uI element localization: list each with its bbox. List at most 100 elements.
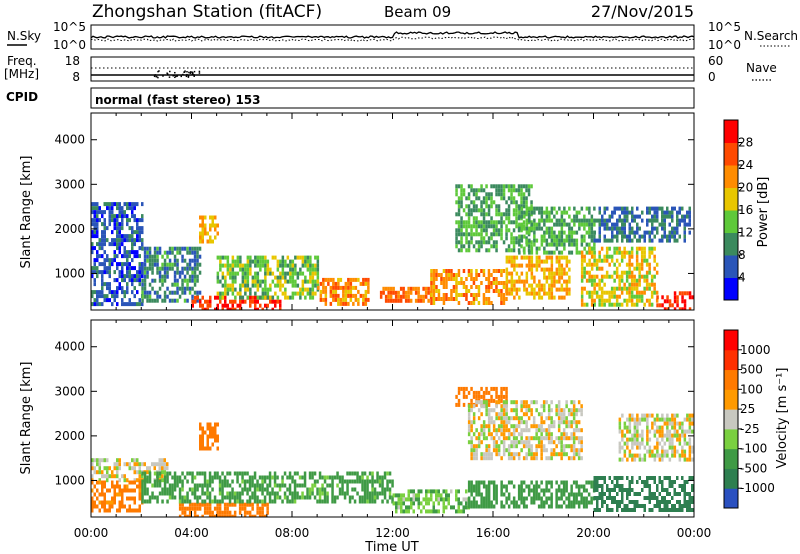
- heatmap-cell: [226, 506, 229, 511]
- heatmap-cell: [535, 238, 539, 243]
- heatmap-cell: [530, 412, 533, 417]
- heatmap-cell: [103, 294, 106, 299]
- beam-label: Beam 09: [384, 3, 451, 21]
- heatmap-cell: [213, 471, 217, 476]
- heatmap-cell: [555, 287, 559, 292]
- heatmap-cell: [193, 483, 197, 488]
- heatmap-cell: [106, 286, 109, 291]
- heatmap-cell: [500, 394, 503, 399]
- heatmap-cell: [618, 226, 621, 231]
- heatmap-cell: [347, 293, 350, 298]
- heatmap-cell: [108, 500, 111, 505]
- heatmap-cell: [550, 456, 553, 461]
- heatmap-cell: [485, 184, 488, 189]
- heatmap-cell: [608, 254, 611, 259]
- heatmap-cell: [196, 483, 199, 488]
- heatmap-cell: [636, 226, 639, 231]
- heatmap-cell: [540, 234, 544, 239]
- heatmap-cell: [573, 218, 576, 223]
- heatmap-cell: [271, 491, 274, 496]
- nave-dip-point: [162, 75, 164, 77]
- heatmap-cell: [246, 295, 250, 300]
- heatmap-cell: [625, 270, 629, 275]
- heatmap-cell: [497, 444, 501, 449]
- heatmap-cell: [256, 506, 259, 511]
- heatmap-cell: [348, 479, 352, 484]
- heatmap-cell: [141, 238, 144, 243]
- heatmap-cell: [523, 214, 526, 219]
- heatmap-cell: [219, 267, 222, 272]
- heatmap-cell: [640, 294, 644, 299]
- heatmap-cell: [510, 440, 513, 445]
- heatmap-cell: [266, 295, 270, 300]
- heatmap-cell: [512, 428, 516, 433]
- heatmap-cell: [545, 416, 548, 421]
- heatmap-cell: [631, 210, 634, 215]
- heatmap-cell: [93, 266, 96, 271]
- heatmap-cell: [628, 480, 631, 484]
- heatmap-cell: [560, 242, 564, 247]
- heatmap-cell: [254, 259, 257, 264]
- heatmap-cell: [201, 434, 204, 439]
- heatmap-cell: [517, 424, 521, 429]
- heatmap-cell: [562, 480, 566, 485]
- heatmap-cell: [126, 214, 129, 219]
- heatmap-cell: [653, 480, 656, 484]
- heatmap-cell: [123, 504, 126, 509]
- heatmap-cell: [527, 244, 531, 249]
- heatmap-cell: [580, 302, 584, 307]
- heatmap-cell: [525, 440, 528, 445]
- heatmap-cell: [203, 510, 207, 515]
- heatmap-cell: [568, 206, 571, 211]
- heatmap-cell: [269, 283, 272, 288]
- heatmap-cell: [643, 258, 646, 263]
- heatmap-cell: [111, 474, 114, 479]
- heatmap-cell: [520, 226, 524, 231]
- heatmap-cell: [528, 238, 531, 243]
- heatmap-cell: [467, 408, 471, 413]
- heatmap-cell: [500, 184, 503, 189]
- heatmap-cell: [296, 275, 300, 280]
- heatmap-cell: [176, 246, 179, 251]
- heatmap-cell: [96, 274, 99, 279]
- heatmap-cell: [322, 289, 325, 294]
- heatmap-cell: [512, 240, 516, 245]
- heatmap-cell: [178, 502, 182, 507]
- heatmap-cell: [465, 394, 468, 399]
- heatmap-cell: [658, 492, 661, 496]
- heatmap-cell: [560, 250, 564, 255]
- heatmap-cell: [505, 216, 508, 221]
- heatmap-cell: [480, 440, 483, 445]
- heatmap-cell: [271, 279, 275, 284]
- heatmap-cell: [331, 475, 334, 480]
- heatmap-cell: [254, 295, 257, 300]
- heatmap-cell: [226, 479, 229, 484]
- heatmap-cell: [502, 301, 506, 305]
- heatmap-cell: [523, 283, 526, 288]
- heatmap-cell: [673, 480, 676, 484]
- heatmap-cell: [118, 270, 121, 275]
- heatmap-cell: [258, 499, 262, 504]
- heatmap-cell: [623, 230, 626, 235]
- heatmap-cell: [233, 510, 237, 515]
- heatmap-cell: [178, 506, 182, 511]
- heatmap-cell: [391, 495, 394, 500]
- heatmap-cell: [153, 466, 156, 471]
- heatmap-cell: [668, 214, 671, 219]
- heatmap-cell: [161, 478, 164, 483]
- heatmap-cell: [640, 266, 644, 271]
- heatmap-cell: [575, 448, 578, 453]
- heatmap-cell: [618, 429, 622, 434]
- heatmap-cell: [567, 456, 571, 461]
- heatmap-cell: [383, 491, 387, 496]
- heatmap-cell: [286, 475, 289, 480]
- heatmap-cell: [485, 204, 488, 209]
- heatmap-cell: [263, 514, 267, 517]
- heatmap-cell: [447, 501, 450, 506]
- heatmap-cell: [520, 255, 524, 260]
- heatmap-cell: [548, 234, 551, 239]
- heatmap-cell: [621, 496, 624, 500]
- heatmap-cell: [535, 255, 539, 260]
- heatmap-cell: [636, 222, 639, 227]
- heatmap-cell: [565, 283, 569, 288]
